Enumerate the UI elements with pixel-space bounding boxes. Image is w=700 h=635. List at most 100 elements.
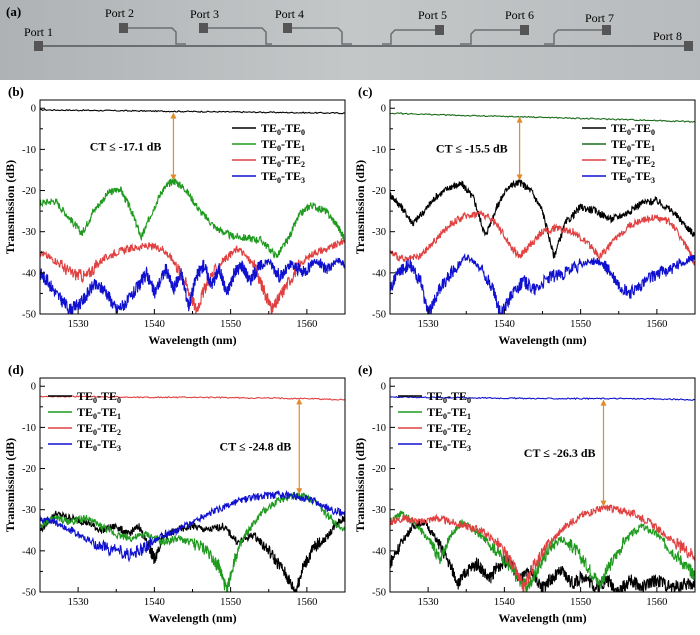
x-tick-label: 1530 xyxy=(68,597,89,608)
annotation-arrowhead xyxy=(516,116,523,123)
legend-entry: TE0-TE0 xyxy=(261,121,305,137)
legend-entry: TE0-TE2 xyxy=(261,153,305,169)
y-tick-label: -40 xyxy=(372,546,386,557)
y-axis-label: Transmission (dB) xyxy=(3,438,17,532)
port-label: Port 6 xyxy=(505,8,534,22)
legend-entry: TE0-TE2 xyxy=(427,421,471,437)
annotation-label: CT ≤ -24.8 dB xyxy=(220,439,292,453)
y-tick-label: 0 xyxy=(31,382,36,393)
annotation-arrowhead xyxy=(296,488,303,495)
y-tick-label: -40 xyxy=(372,268,386,279)
y-axis-label: Transmission (dB) xyxy=(3,160,17,254)
x-tick-label: 1550 xyxy=(220,319,241,330)
annotation-label: CT ≤ -26.3 dB xyxy=(524,446,596,460)
annotation-arrowhead xyxy=(170,112,177,119)
chart-panel-d: (d) 1530 1540 1550 1560 0 -10 -20 -30 -40 -50 Wavel… xyxy=(3,362,346,625)
y-tick-label: -10 xyxy=(372,145,386,156)
series-line xyxy=(390,395,695,401)
annotation-label: CT ≤ -15.5 dB xyxy=(436,142,508,156)
legend-entry: TE0-TE3 xyxy=(261,169,305,185)
y-tick-label: -10 xyxy=(22,145,36,156)
micrograph-background xyxy=(0,0,700,80)
panel-label: (e) xyxy=(358,362,372,377)
drop-waveguides xyxy=(128,27,602,45)
y-axis-label: Transmission (dB) xyxy=(353,438,367,532)
port-label: Port 8 xyxy=(653,29,682,43)
series-line xyxy=(390,510,695,592)
y-tick-label: 0 xyxy=(381,104,386,115)
series-line xyxy=(390,519,695,592)
legend-entry: TE0-TE0 xyxy=(611,121,655,137)
y-tick-label: -30 xyxy=(372,505,386,516)
legend-entry: TE0-TE2 xyxy=(611,153,655,169)
y-tick-label: -20 xyxy=(22,464,36,475)
port-label: Port 4 xyxy=(275,7,304,21)
x-tick-label: 1540 xyxy=(144,597,165,608)
y-tick-label: -20 xyxy=(22,186,36,197)
x-tick-label: 1560 xyxy=(296,319,317,330)
legend-entry: TE0-TE3 xyxy=(77,437,121,453)
x-tick-label: 1540 xyxy=(144,319,165,330)
legend-entry: TE0-TE0 xyxy=(427,389,471,405)
chart-panel-c: (c) 1530 1540 1550 1560 0 -10 -20 -30 -40 -50 Wavel… xyxy=(353,84,696,347)
port-label: Port 7 xyxy=(585,11,614,25)
legend-entry: TE0-TE3 xyxy=(611,169,655,185)
x-tick-label: 1530 xyxy=(68,319,89,330)
series-line xyxy=(40,108,345,115)
series-group xyxy=(390,112,695,314)
y-tick-label: -30 xyxy=(372,227,386,238)
panel-label: (b) xyxy=(8,84,24,99)
x-axis-label: Wavelength (nm) xyxy=(498,333,586,347)
drop-couplers xyxy=(119,23,611,35)
x-tick-label: 1550 xyxy=(570,597,591,608)
y-tick-label: -10 xyxy=(22,423,36,434)
x-tick-label: 1560 xyxy=(296,597,317,608)
legend-entry: TE0-TE1 xyxy=(261,137,305,153)
annotation-arrowhead xyxy=(600,399,607,406)
annotation-arrowhead xyxy=(296,398,303,405)
series-line xyxy=(390,178,695,259)
y-tick-label: -50 xyxy=(372,310,386,321)
legend-entry: TE0-TE2 xyxy=(77,421,121,437)
series-line xyxy=(40,177,345,259)
x-axis-label: Wavelength (nm) xyxy=(148,333,236,347)
port-1-coupler xyxy=(34,41,43,51)
y-tick-label: -50 xyxy=(22,588,36,599)
y-tick-label: -30 xyxy=(22,505,36,516)
x-tick-label: 1560 xyxy=(646,319,667,330)
series-line xyxy=(390,112,695,123)
x-tick-label: 1550 xyxy=(220,597,241,608)
chart-panel-e: (e) 1530 1540 1550 1560 0 -10 -20 -30 -40 -50 Wavel… xyxy=(353,362,696,625)
panel-label-a: (a) xyxy=(6,4,21,19)
series-group xyxy=(40,395,345,592)
x-tick-label: 1530 xyxy=(418,597,439,608)
series-line xyxy=(40,257,345,314)
legend-entry: TE0-TE1 xyxy=(427,405,471,421)
y-tick-label: -40 xyxy=(22,268,36,279)
device-micrograph: (a) Port 1 Port 2 Port 3 Port 4 Port 5 P… xyxy=(0,0,700,80)
y-tick-label: -20 xyxy=(372,464,386,475)
series-line xyxy=(40,395,345,401)
annotation-arrowhead xyxy=(600,500,607,507)
x-axis-label: Wavelength (nm) xyxy=(148,611,236,625)
y-tick-label: -20 xyxy=(372,186,386,197)
port-label: Port 5 xyxy=(418,8,447,22)
x-tick-label: 1540 xyxy=(494,319,515,330)
port-8-coupler xyxy=(684,41,693,51)
y-tick-label: -10 xyxy=(372,423,386,434)
series-line xyxy=(40,489,345,563)
y-tick-label: 0 xyxy=(31,104,36,115)
y-tick-label: -40 xyxy=(22,546,36,557)
panel-label: (d) xyxy=(8,362,24,377)
x-tick-label: 1550 xyxy=(570,319,591,330)
series-line xyxy=(40,238,345,314)
series-group xyxy=(40,108,345,314)
series-line xyxy=(390,504,695,592)
x-tick-label: 1560 xyxy=(646,597,667,608)
legend-entry: TE0-TE0 xyxy=(77,389,121,405)
series-line xyxy=(390,253,695,314)
legend-entry: TE0-TE3 xyxy=(427,437,471,453)
y-tick-label: -50 xyxy=(22,310,36,321)
y-tick-label: -50 xyxy=(372,588,386,599)
annotation-label: CT ≤ -17.1 dB xyxy=(90,140,162,154)
